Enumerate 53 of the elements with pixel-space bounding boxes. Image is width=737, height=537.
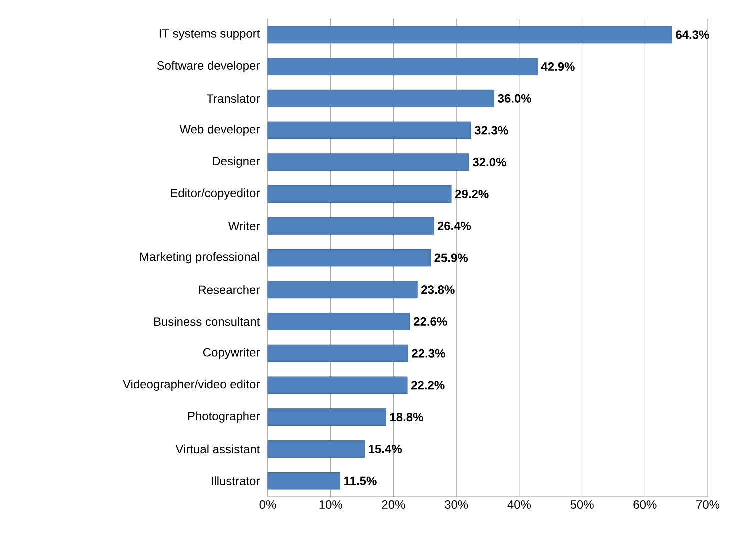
x-tick-label: 0% [260, 500, 276, 510]
y-tick-label: Marketing professional [140, 252, 260, 264]
x-tick-label: 10% [320, 500, 342, 510]
y-tick-label: Writer [228, 222, 260, 231]
data-label: 42.9% [541, 62, 575, 72]
bar [268, 217, 434, 235]
data-label: 22.3% [412, 349, 446, 358]
y-tick-label: Software developer [157, 61, 260, 72]
x-tick-label: 50% [570, 500, 594, 510]
y-tick-label: Web developer [180, 124, 260, 136]
bar [268, 376, 408, 394]
x-tick-label: 70% [696, 500, 720, 510]
y-tick-label: Copywriter [203, 348, 260, 360]
data-label: 32.0% [472, 158, 506, 167]
bar [268, 344, 408, 362]
x-tick-label: 30% [445, 500, 468, 510]
y-tick-label: Researcher [199, 285, 260, 294]
bar [268, 58, 538, 76]
bar [268, 281, 418, 299]
data-label: 22.2% [412, 381, 445, 390]
y-tick-label: Business consultant [154, 317, 260, 326]
x-tick-label: 20% [382, 500, 406, 510]
bar [268, 408, 386, 426]
data-label: 23.8% [422, 286, 455, 294]
data-label: 25.9% [434, 254, 468, 262]
y-tick-label: Editor/copyeditor [171, 188, 260, 200]
data-label: 11.5% [344, 476, 377, 486]
bar [268, 186, 452, 203]
bar [268, 440, 366, 458]
bar [268, 249, 431, 267]
data-label: 18.8% [390, 413, 424, 422]
data-label: 36.0% [498, 94, 532, 103]
bar [268, 90, 494, 108]
y-tick-label: Photographer [188, 412, 260, 423]
y-tick-label: Virtual assistant [176, 444, 260, 454]
data-label: 26.4% [438, 222, 472, 230]
bar [268, 154, 470, 172]
bar [268, 26, 672, 44]
bar [268, 472, 340, 490]
x-tick-label: 60% [634, 500, 657, 510]
data-label: 22.6% [414, 317, 448, 326]
y-tick-label: Illustrator [212, 476, 260, 486]
y-tick-label: IT systems support [160, 30, 260, 40]
y-tick-label: Translator [206, 94, 260, 104]
data-label: 32.3% [474, 126, 508, 135]
bar [268, 122, 472, 140]
y-tick-label: Videographer/video editor [123, 380, 260, 392]
bar [268, 313, 410, 330]
x-tick-label: 40% [508, 500, 532, 510]
y-tick-label: Designer [213, 156, 260, 168]
data-label: 29.2% [456, 190, 489, 198]
data-label: 64.3% [676, 30, 710, 40]
data-label: 15.4% [369, 444, 402, 454]
